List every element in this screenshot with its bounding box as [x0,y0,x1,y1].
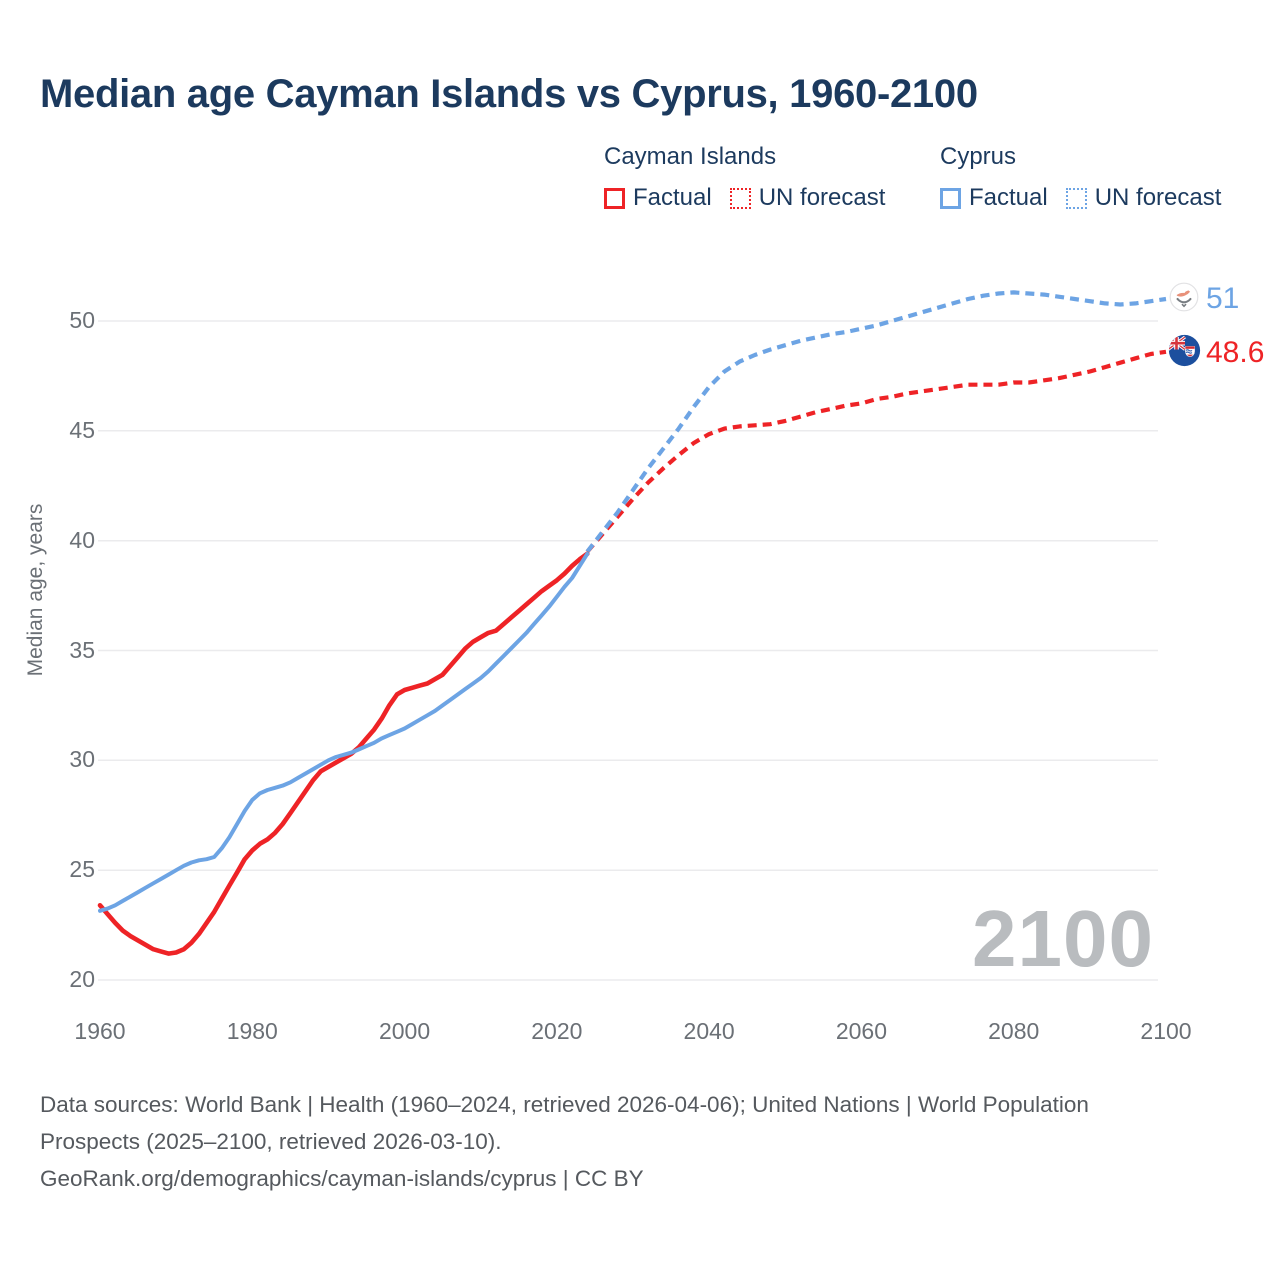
dotted-line-swatch-icon [729,187,751,209]
series-cyprus-un-forecast [585,290,1167,553]
x-tick-label: 2100 [1140,1018,1192,1044]
data-sources-text: Data sources: World Bank | Health (1960–… [40,1092,1089,1154]
x-tick-label: 1960 [74,1018,126,1044]
legend-group-cyprus: Cyprus Factual UN forecast [940,143,1221,212]
legend-label: UN forecast [758,184,886,211]
solid-line-swatch-icon [940,187,961,209]
series-cayman-islands-factual [97,551,590,956]
y-tick-label: 30 [69,746,95,773]
y-tick-label: 20 [69,966,95,992]
y-tick-label: 45 [69,416,95,443]
cayman-islands-flag-icon [1168,334,1201,367]
x-tick-label: 2000 [378,1018,431,1044]
solid-line-swatch-icon [604,187,625,209]
series-cayman-islands-un-forecast [585,349,1167,554]
dotted-line-swatch-icon [1065,187,1087,209]
legend-item-cyprus-factual: Factual [940,184,1048,212]
footer: Data sources: World Bank | Health (1960–… [40,1086,1164,1197]
y-tick-label: 25 [69,856,95,883]
x-tick-label: 2040 [683,1018,735,1044]
watermark-year: 2100 [972,894,1154,983]
x-tick-label: 2060 [835,1018,887,1044]
x-tick-label: 1980 [226,1018,278,1044]
series-cyprus-factual [98,551,590,913]
legend-item-cayman-forecast: UN forecast [729,184,886,212]
page-title: Median age Cayman Islands vs Cyprus, 196… [40,72,978,116]
y-tick-label: 40 [69,526,95,553]
legend-label: Factual [633,184,712,211]
legend-label: Factual [969,184,1048,211]
cyprus-end-value: 51 [1206,282,1240,315]
y-tick-label: 35 [69,636,95,663]
attribution-link-text: GeoRank.org/demographics/cayman-islands/… [40,1166,644,1191]
legend-item-cayman-factual: Factual [604,184,712,212]
legend-label: UN forecast [1094,184,1222,211]
y-tick-label: 50 [69,307,95,333]
legend-row: Factual UN forecast [940,184,1221,212]
x-tick-label: 2080 [988,1018,1040,1044]
legend-item-cyprus-forecast: UN forecast [1065,184,1222,212]
legend-header-cyprus: Cyprus [940,143,1017,170]
cayman-end-value: 48.6 [1206,336,1265,369]
cyprus-flag-icon [1169,282,1199,312]
legend-header-cayman: Cayman Islands [604,143,777,170]
x-tick-label: 2020 [531,1018,583,1044]
legend-row: Factual UN forecast [604,184,885,212]
legend-group-cayman: Cayman Islands Factual UN forecast [604,143,885,212]
